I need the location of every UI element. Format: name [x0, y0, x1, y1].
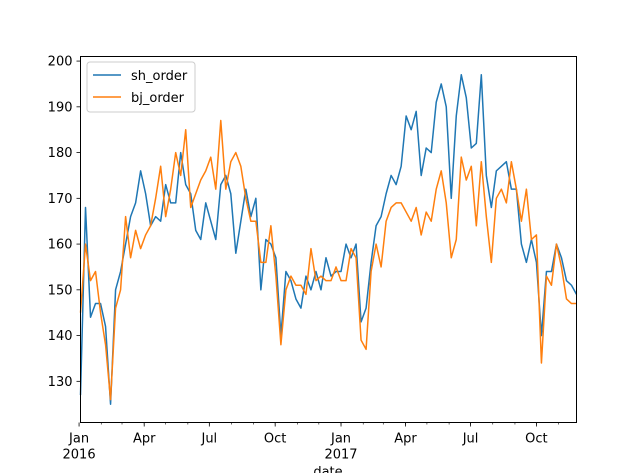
x-tick-label: Oct	[264, 432, 286, 447]
x-tick-label: Apr	[133, 432, 156, 447]
x-tick-year-label: 2016	[63, 448, 96, 463]
legend-label-sh-order: sh_order	[131, 69, 188, 84]
x-tick-year-label: 2017	[324, 448, 357, 463]
x-tick-label: Apr	[394, 432, 417, 447]
y-tick-label: 130	[48, 375, 73, 390]
legend-label-bj-order: bj_order	[131, 91, 185, 106]
series-line-sh-order	[79, 74, 578, 405]
y-tick-label: 160	[48, 238, 73, 253]
y-axis: 130 140 150 160 170 180 190 200	[48, 55, 81, 390]
y-tick-label: 180	[48, 146, 73, 161]
y-tick-label: 150	[48, 283, 73, 298]
x-axis-title: date	[313, 465, 342, 473]
series-lines	[79, 74, 578, 405]
y-tick-label: 200	[48, 55, 73, 70]
plot-frame	[80, 56, 577, 423]
series-line-bj-order	[79, 119, 577, 401]
x-tick-label: Jul	[462, 432, 479, 447]
x-tick-label: Jan	[330, 432, 351, 447]
x-tick-label: Oct	[525, 432, 547, 447]
x-tick-label: Jan	[68, 432, 89, 447]
y-tick-label: 140	[48, 329, 73, 344]
y-tick-label: 170	[48, 192, 73, 207]
legend: sh_order bj_order	[86, 61, 196, 113]
x-tick-label: Jul	[200, 432, 217, 447]
y-tick-label: 190	[48, 100, 73, 115]
